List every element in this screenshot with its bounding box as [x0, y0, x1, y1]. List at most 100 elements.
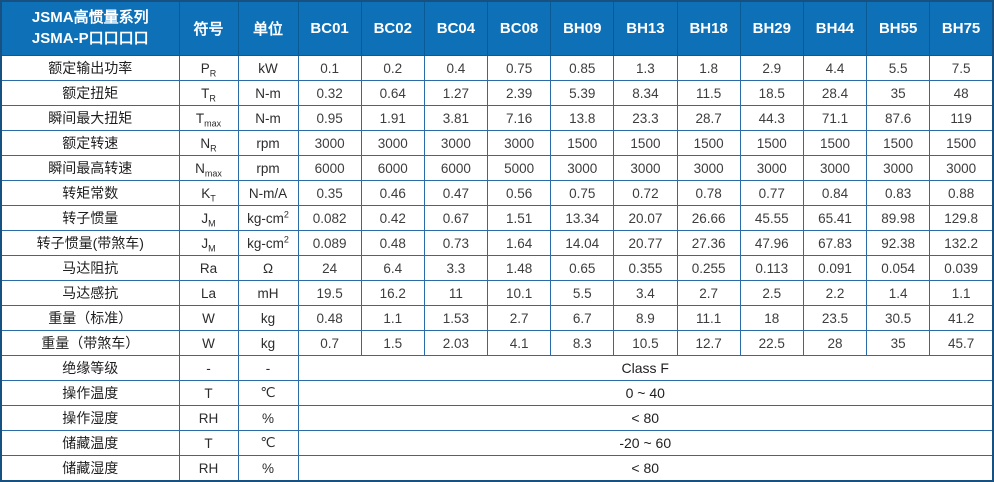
- value-cell: 6.4: [360, 255, 425, 281]
- row-label: 马达阻抗: [0, 255, 180, 281]
- value-cell: 0.113: [739, 255, 804, 281]
- value-cell: 0.089: [297, 230, 362, 256]
- header-row: JSMA高惯量系列 JSMA-P口口口口 符号 单位 BC01 BC02 BC04 B…: [0, 0, 994, 56]
- value-cell: 0.32: [297, 80, 362, 106]
- value-cell: 28.4: [802, 80, 868, 106]
- row-label: 额定转速: [0, 130, 180, 156]
- spec-table-body: 额定输出功率 PR kW 0.1 0.2 0.4 0.75 0.85 1.3 1.8 2.9 4.4 5…: [0, 55, 994, 482]
- unit-cell: mH: [237, 280, 299, 306]
- value-cell: 1500: [866, 130, 931, 156]
- value-cell: 8.3: [550, 330, 615, 356]
- value-cell: 22.5: [739, 330, 804, 356]
- symbol-cell: W: [178, 330, 239, 356]
- value-cell: 3.4: [613, 280, 678, 306]
- merged-value-cell: < 80: [297, 405, 994, 431]
- value-cell: 67.83: [802, 230, 868, 256]
- value-cell: 48: [929, 80, 994, 106]
- symbol-cell: JM: [178, 230, 239, 256]
- value-cell: 87.6: [866, 105, 931, 131]
- value-cell: 3000: [297, 130, 362, 156]
- merged-value-cell: -20 ~ 60: [297, 430, 994, 456]
- value-cell: 20.77: [613, 230, 678, 256]
- value-cell: 47.96: [739, 230, 804, 256]
- row-label: 操作温度: [0, 380, 180, 406]
- value-cell: 0.4: [423, 55, 489, 81]
- symbol-cell: T: [178, 430, 239, 456]
- symbol-cell: RH: [178, 455, 239, 482]
- row-label: 重量（带煞车）: [0, 330, 180, 356]
- value-cell: 89.98: [866, 205, 931, 231]
- value-cell: 0.65: [550, 255, 615, 281]
- value-cell: 0.78: [676, 180, 741, 206]
- value-cell: 5.5: [550, 280, 615, 306]
- value-cell: 5.39: [550, 80, 615, 106]
- value-cell: 2.2: [802, 280, 868, 306]
- unit-column-header: 单位: [237, 0, 299, 56]
- value-cell: 30.5: [866, 305, 931, 331]
- unit-cell: Ω: [237, 255, 299, 281]
- value-cell: 3000: [866, 155, 931, 181]
- value-cell: 28: [802, 330, 868, 356]
- value-cell: 6.7: [550, 305, 615, 331]
- value-cell: 0.85: [550, 55, 615, 81]
- spec-row: 转子惯量 JM kg-cm2 0.082 0.42 0.67 1.51 13.34 20.07 2…: [0, 205, 994, 231]
- row-label: 操作湿度: [0, 405, 180, 431]
- value-cell: 12.7: [676, 330, 741, 356]
- spec-row: 绝缘等级 - - Class F: [0, 355, 994, 381]
- value-cell: 18.5: [739, 80, 804, 106]
- value-cell: 1.8: [676, 55, 741, 81]
- value-cell: 0.2: [360, 55, 425, 81]
- row-label: 储藏温度: [0, 430, 180, 456]
- model-column-header: BH09: [550, 0, 615, 56]
- value-cell: 3000: [739, 155, 804, 181]
- model-column-header: BC01: [297, 0, 362, 56]
- spec-row: 操作温度 T ℃ 0 ~ 40: [0, 380, 994, 406]
- value-cell: 2.7: [676, 280, 741, 306]
- spec-row: 储藏湿度 RH% < 80: [0, 455, 994, 482]
- value-cell: 0.7: [297, 330, 362, 356]
- value-cell: 10.1: [487, 280, 552, 306]
- value-cell: 13.34: [550, 205, 615, 231]
- value-cell: 1500: [676, 130, 741, 156]
- value-cell: 3000: [802, 155, 868, 181]
- symbol-cell: W: [178, 305, 239, 331]
- value-cell: 0.95: [297, 105, 362, 131]
- model-column-header: BH29: [739, 0, 804, 56]
- unit-cell: kg: [237, 305, 299, 331]
- spec-row: 马达阻抗 Ra Ω 24 6.4 3.3 1.48 0.65 0.355 0.255 0.113 0.…: [0, 255, 994, 281]
- value-cell: 2.03: [423, 330, 489, 356]
- value-cell: 0.73: [423, 230, 489, 256]
- symbol-cell: TR: [178, 80, 239, 106]
- value-cell: 13.8: [550, 105, 615, 131]
- row-label: 额定输出功率: [0, 55, 180, 81]
- row-label: 马达感抗: [0, 280, 180, 306]
- model-column-header: BH44: [802, 0, 868, 56]
- value-cell: 8.9: [613, 305, 678, 331]
- symbol-cell: PR: [178, 55, 239, 81]
- unit-cell: N-m: [237, 105, 299, 131]
- value-cell: 6000: [297, 155, 362, 181]
- spec-row: 瞬间最大扭矩 Tmax N-m 0.95 1.91 3.81 7.16 13.8 23.3 28.…: [0, 105, 994, 131]
- value-cell: 1.5: [360, 330, 425, 356]
- value-cell: 2.9: [739, 55, 804, 81]
- row-label: 转矩常数: [0, 180, 180, 206]
- value-cell: 7.16: [487, 105, 552, 131]
- value-cell: 8.34: [613, 80, 678, 106]
- value-cell: 1500: [929, 130, 994, 156]
- value-cell: 3000: [929, 155, 994, 181]
- value-cell: 4.1: [487, 330, 552, 356]
- value-cell: 1500: [802, 130, 868, 156]
- value-cell: 0.75: [487, 55, 552, 81]
- value-cell: 1.4: [866, 280, 931, 306]
- model-column-header: BH55: [866, 0, 931, 56]
- spec-table-head: JSMA高惯量系列 JSMA-P口口口口 符号 单位 BC01 BC02 BC04 B…: [0, 0, 994, 56]
- unit-cell: kg-cm2: [237, 230, 299, 256]
- value-cell: 0.35: [297, 180, 362, 206]
- symbol-column-header: 符号: [178, 0, 239, 56]
- value-cell: 0.47: [423, 180, 489, 206]
- unit-cell: %: [237, 455, 299, 482]
- value-cell: 0.64: [360, 80, 425, 106]
- value-cell: 14.04: [550, 230, 615, 256]
- row-label: 储藏湿度: [0, 455, 180, 482]
